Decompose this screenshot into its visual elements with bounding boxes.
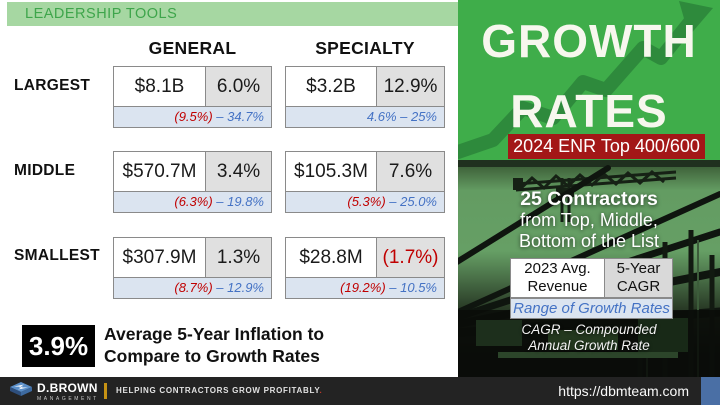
range-high: – 25.0% bbox=[385, 194, 437, 209]
range-high: – 19.8% bbox=[212, 194, 264, 209]
revenue-value: $8.1B bbox=[114, 67, 205, 106]
row-label-largest: LARGEST bbox=[14, 77, 91, 94]
growth-range: (19.2%) – 10.5% bbox=[286, 277, 444, 298]
gold-divider bbox=[104, 383, 107, 399]
cagr-definition: CAGR – Compounded Annual Growth Rate bbox=[521, 322, 657, 353]
kicker-label: LEADERSHIP TOOLS bbox=[25, 6, 178, 22]
enr-badge: 2024 ENR Top 400/600 bbox=[508, 134, 705, 159]
footer-url: https://dbmteam.com bbox=[558, 383, 689, 399]
legend-revenue-cell: 2023 Avg. Revenue bbox=[511, 259, 604, 297]
footer-bar: D.BROWN MANAGEMENT HELPING CONTRACTORS G… bbox=[0, 377, 720, 405]
footer-blue-accent bbox=[701, 377, 720, 405]
table-smallest-specialty: $28.8M (1.7%) (19.2%) – 10.5% bbox=[285, 237, 445, 299]
cagr-value: 1.3% bbox=[205, 238, 271, 277]
contractors-line3: Bottom of the List bbox=[518, 231, 660, 251]
legend-cagr-cell: 5-Year CAGR bbox=[604, 259, 672, 297]
contractors-line1: 25 Contractors bbox=[520, 188, 658, 210]
contractors-line2: from Top, Middle, bbox=[520, 210, 658, 230]
revenue-value: $3.2B bbox=[286, 67, 376, 106]
range-high: – 10.5% bbox=[385, 280, 437, 295]
cagr-value: 6.0% bbox=[205, 67, 271, 106]
table-middle-specialty: $105.3M 7.6% (5.3%) – 25.0% bbox=[285, 151, 445, 213]
table-largest-general: $8.1B 6.0% (9.5%) – 34.7% bbox=[113, 66, 272, 128]
range-high: 4.6% – 25% bbox=[366, 109, 437, 124]
cagr-value: 7.6% bbox=[376, 152, 444, 191]
growth-range: (5.3%) – 25.0% bbox=[286, 191, 444, 212]
panel-title-line1: GROWTH bbox=[481, 15, 697, 67]
panel-title-line2: RATES bbox=[510, 85, 668, 137]
inflation-value: 3.9% bbox=[28, 330, 89, 361]
column-header-specialty: SPECIALTY bbox=[315, 38, 415, 58]
row-label-middle: MIDDLE bbox=[14, 162, 76, 179]
range-low: (9.5%) bbox=[174, 109, 213, 124]
revenue-value: $105.3M bbox=[286, 152, 376, 191]
row-label-smallest: SMALLEST bbox=[14, 247, 100, 264]
footer-tagline: HELPING CONTRACTORS GROW PROFITABLY. bbox=[116, 377, 322, 405]
brand-block: D.BROWN MANAGEMENT bbox=[37, 381, 99, 402]
tagline-text: HELPING CONTRACTORS GROW PROFITABLY bbox=[116, 386, 320, 395]
range-low: (8.7%) bbox=[174, 280, 213, 295]
cagr-value: 12.9% bbox=[376, 67, 444, 106]
legend-range-label: Range of Growth Rates bbox=[510, 298, 673, 319]
revenue-value: $307.9M bbox=[114, 238, 205, 277]
growth-arrow-icon bbox=[458, 1, 713, 159]
inflation-caption-line1: Average 5-Year Inflation to bbox=[104, 324, 325, 344]
growth-range: (8.7%) – 12.9% bbox=[114, 277, 271, 298]
column-header-general: GENERAL bbox=[148, 38, 237, 58]
range-low: (6.3%) bbox=[174, 194, 213, 209]
brand-name: D.BROWN bbox=[37, 381, 98, 395]
range-low: (5.3%) bbox=[347, 194, 386, 209]
growth-range: 4.6% – 25% bbox=[286, 106, 444, 127]
growth-range: (6.3%) – 19.8% bbox=[114, 191, 271, 212]
table-smallest-general: $307.9M 1.3% (8.7%) – 12.9% bbox=[113, 237, 272, 299]
brand-subname: MANAGEMENT bbox=[37, 396, 99, 402]
revenue-value: $570.7M bbox=[114, 152, 205, 191]
cagr-value: 3.4% bbox=[205, 152, 271, 191]
revenue-value: $28.8M bbox=[286, 238, 376, 277]
inflation-caption: Average 5-Year Inflation to Compare to G… bbox=[104, 323, 404, 367]
range-low: (19.2%) bbox=[340, 280, 386, 295]
legend-table: 2023 Avg. Revenue 5-Year CAGR bbox=[510, 258, 673, 298]
range-high: – 12.9% bbox=[212, 280, 264, 295]
table-middle-general: $570.7M 3.4% (6.3%) – 19.8% bbox=[113, 151, 272, 213]
growth-range: (9.5%) – 34.7% bbox=[114, 106, 271, 127]
inflation-caption-line2: Compare to Growth Rates bbox=[104, 346, 320, 366]
table-largest-specialty: $3.2B 12.9% 4.6% – 25% bbox=[285, 66, 445, 128]
inflation-value-box: 3.9% bbox=[22, 325, 95, 367]
kicker-bar: LEADERSHIP TOOLS bbox=[7, 2, 458, 26]
range-high: – 34.7% bbox=[212, 109, 264, 124]
dbrown-logo-icon bbox=[10, 382, 32, 396]
tagline-period: . bbox=[319, 386, 323, 395]
cagr-value-negative: (1.7%) bbox=[376, 238, 444, 277]
growth-rates-panel: GROWTH RATES 2024 ENR Top 400/600 bbox=[458, 0, 720, 377]
